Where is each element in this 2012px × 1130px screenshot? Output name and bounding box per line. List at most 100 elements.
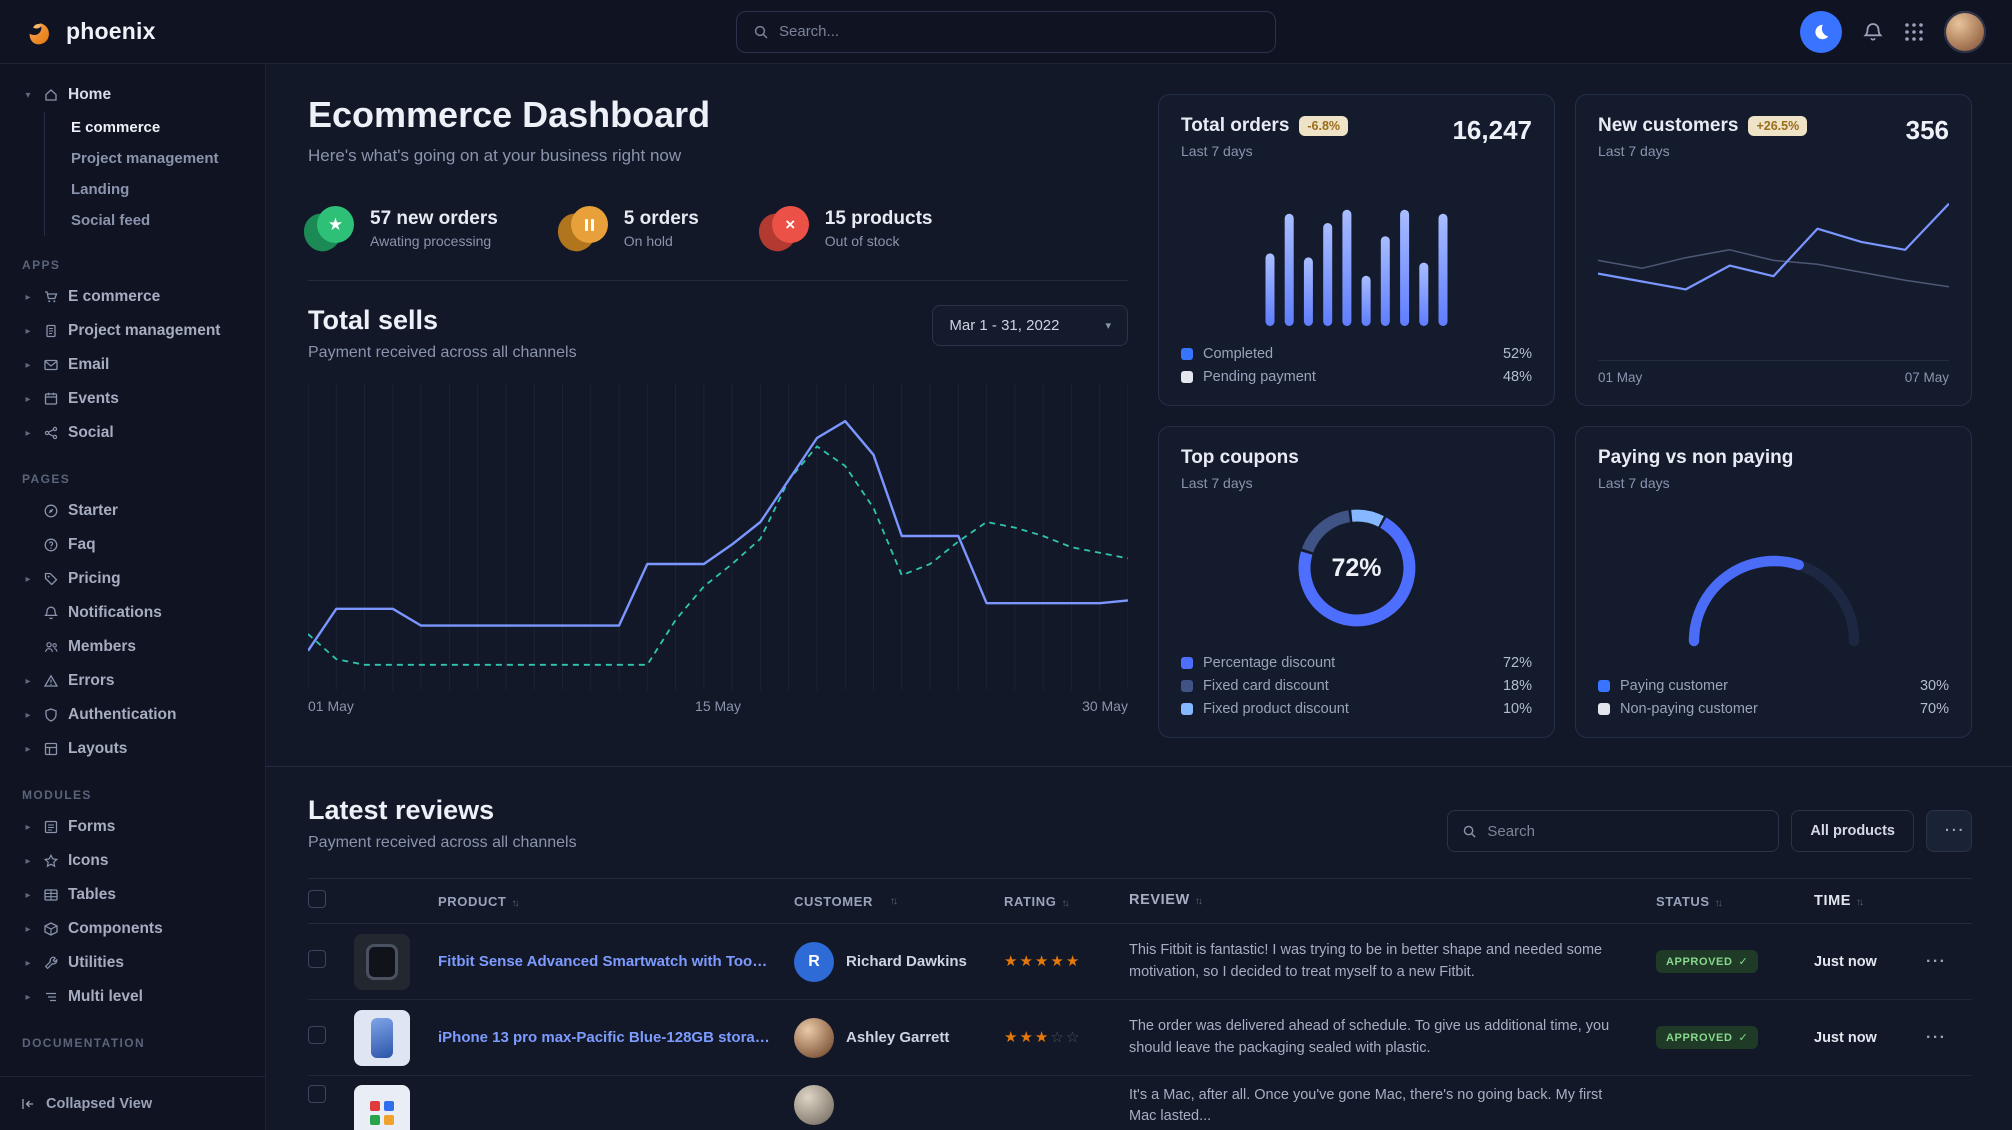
row-actions-button[interactable]: ··· (1926, 1028, 1947, 1046)
sort-icon: ↑↓ (1061, 897, 1069, 909)
sidebar-item-home[interactable]: ▾ Home (16, 78, 253, 112)
card-title: New customers (1598, 115, 1739, 136)
chevron-right-icon: ▸ (25, 573, 31, 585)
chevron-right-icon: ▸ (25, 675, 31, 687)
select-all-checkbox[interactable] (308, 889, 326, 908)
sidebar-item-events[interactable]: ▸ Events (16, 382, 253, 416)
sidebar-item-label: Home (68, 86, 112, 103)
sidebar-item-project-management[interactable]: Project management (71, 150, 219, 167)
legend-swatch (1181, 657, 1193, 669)
sidebar-item-e-commerce[interactable]: ▸ E commerce (16, 280, 253, 314)
legend-value: 10% (1502, 701, 1532, 717)
box-icon (43, 921, 59, 937)
home-icon (43, 87, 59, 103)
sidebar-item-layouts[interactable]: ▸ Layouts (16, 732, 253, 766)
product-link[interactable]: Fitbit Sense Advanced Smartwatch with To… (438, 953, 794, 970)
sidebar-item-members[interactable]: Members (16, 630, 253, 664)
column-header-status[interactable]: STATUS ↑↓ (1656, 893, 1723, 909)
card-new-customers: New customers +26.5% Last 7 days 356 01 (1575, 94, 1972, 406)
stat-caption: Out of stock (824, 232, 900, 249)
customer-avatar: R (794, 941, 834, 982)
tag-icon (43, 571, 59, 587)
sidebar-item-pricing[interactable]: ▸ Pricing (16, 562, 253, 596)
sidebar-item-e-commerce[interactable]: E commerce (71, 119, 161, 136)
paying-gauge (1598, 491, 1949, 678)
sidebar-item-components[interactable]: ▸ Components (16, 912, 253, 946)
sidebar-item-authentication[interactable]: ▸ Authentication (16, 698, 253, 732)
star-icon: ☆ (1065, 1029, 1082, 1046)
all-products-button[interactable]: All products (1791, 810, 1914, 852)
apps-menu-button[interactable] (1904, 22, 1924, 42)
sidebar-item-utilities[interactable]: ▸ Utilities (16, 946, 253, 980)
card-title: Paying vs non paying (1598, 447, 1794, 468)
column-header-product[interactable]: PRODUCT ↑↓ (438, 893, 519, 909)
sidebar: ▾ Home E commerce Project management Landi… (0, 64, 266, 1130)
sidebar-item-label: Faq (68, 536, 96, 553)
sidebar-item-label: Forms (68, 818, 116, 835)
date-range-select[interactable]: Mar 1 - 31, 2022 ▾ (932, 305, 1128, 346)
notifications-button[interactable] (1862, 21, 1884, 43)
total-orders-legend-item: Pending payment 48% (1181, 369, 1532, 385)
product-link[interactable]: iPhone 13 pro max-Pacific Blue-128GB sto… (438, 1029, 773, 1046)
sidebar-item-forms[interactable]: ▸ Forms (16, 810, 253, 844)
row-checkbox[interactable] (308, 950, 326, 968)
sidebar-item-label: Starter (68, 502, 118, 519)
sidebar-item-email[interactable]: ▸ Email (16, 348, 253, 382)
sidebar-item-project-management[interactable]: ▸ Project management (16, 314, 253, 348)
top-coupons-legend-item: Fixed card discount 18% (1181, 678, 1532, 694)
sidebar-item-errors[interactable]: ▸ Errors (16, 664, 253, 698)
customer-cell[interactable] (794, 1085, 1004, 1125)
user-avatar[interactable] (1944, 10, 1986, 53)
sidebar-item-label: Email (68, 356, 110, 373)
reviews-title: Latest reviews (308, 795, 495, 825)
sidebar-nav: ▾ Home E commerce Project management Landi… (0, 64, 265, 1076)
sidebar-item-label: Utilities (68, 954, 124, 971)
dashboard-left-column: Ecommerce Dashboard Here's what's going … (308, 94, 1128, 738)
column-header-time[interactable]: TIME ↑↓ (1814, 893, 1864, 909)
status-badge: APPROVED ✓ (1656, 1026, 1759, 1049)
sidebar-item-social-feed[interactable]: Social feed (71, 212, 151, 229)
row-checkbox[interactable] (308, 1085, 326, 1103)
sidebar-item-landing[interactable]: Landing (71, 181, 130, 198)
product-thumbnail (354, 1009, 410, 1066)
sidebar-item-icons[interactable]: ▸ Icons (16, 844, 253, 878)
column-header-customer[interactable]: CUSTOMER ↑↓ (794, 893, 898, 909)
collapsed-view-button[interactable]: Collapsed View (0, 1076, 265, 1130)
customer-cell[interactable]: R Richard Dawkins (794, 941, 1004, 982)
card-period: Last 7 days (1181, 475, 1253, 491)
search-input[interactable] (779, 23, 1259, 40)
sidebar-item-starter[interactable]: Starter (16, 494, 253, 528)
check-icon: ✓ (1738, 1032, 1749, 1044)
card-paying-vs-non-paying: Paying vs non paying Last 7 days Paying … (1575, 426, 1972, 738)
theme-toggle-button[interactable] (1800, 10, 1842, 53)
sidebar-item-faq[interactable]: Faq (16, 528, 253, 562)
collapse-icon (20, 1096, 36, 1112)
sidebar-item-label: Authentication (68, 706, 177, 723)
stat-caption: Awating processing (370, 232, 492, 249)
total-orders-legend-item: Completed 52% (1181, 346, 1532, 362)
row-actions-button[interactable]: ··· (1926, 952, 1947, 970)
sidebar-item-notifications[interactable]: Notifications (16, 596, 253, 630)
reviews-search-input[interactable] (1487, 822, 1765, 840)
paying-legend: Paying customer 30% Non-paying customer … (1598, 678, 1949, 717)
page-title: Ecommerce Dashboard (308, 94, 711, 135)
sidebar-item-multi-level[interactable]: ▸ Multi level (16, 980, 253, 1014)
customer-cell[interactable]: Ashley Garrett (794, 1017, 1004, 1058)
reviews-actions-button[interactable]: ··· (1926, 810, 1972, 852)
reviews-search[interactable] (1447, 810, 1780, 852)
sidebar-item-tables[interactable]: ▸ Tables (16, 878, 253, 912)
table-header-row: PRODUCT ↑↓ CUSTOMER ↑↓ RATING ↑↓ REVIEW ↑↓ STATU… (308, 878, 1972, 924)
stat-value: 15 products (824, 207, 933, 229)
users-icon (43, 639, 59, 655)
column-header-rating[interactable]: RATING ↑↓ (1004, 893, 1069, 909)
legend-swatch (1598, 680, 1610, 692)
legend-value: 72% (1502, 655, 1532, 671)
card-period: Last 7 days (1598, 143, 1670, 159)
row-checkbox[interactable] (308, 1026, 326, 1044)
brand[interactable]: phoenix (26, 17, 156, 47)
sidebar-item-social[interactable]: ▸ Social (16, 416, 253, 450)
global-search[interactable] (736, 10, 1276, 53)
calendar-icon (43, 391, 59, 407)
top-navbar: phoenix (0, 0, 2012, 64)
column-header-review[interactable]: REVIEW ↑↓ (1129, 892, 1203, 909)
